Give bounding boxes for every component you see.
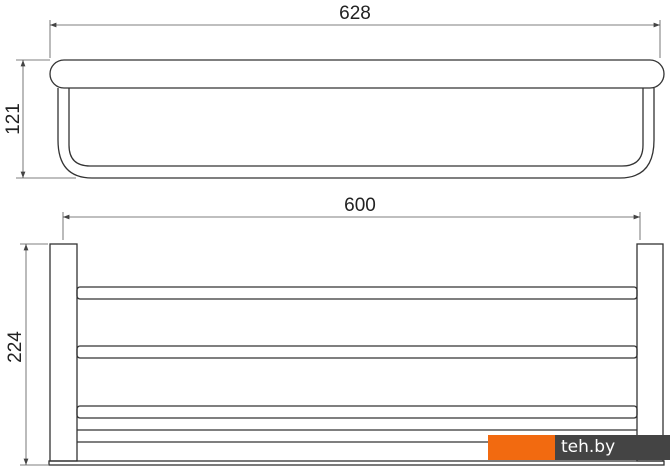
front-height-label: 224 <box>5 331 26 363</box>
left-post <box>49 243 78 462</box>
top-width-label: 628 <box>339 3 371 24</box>
right-post <box>636 243 664 462</box>
bar-1 <box>76 286 638 300</box>
front-width-label: 600 <box>344 195 376 216</box>
logo-text: teh.by <box>555 435 670 460</box>
top-height-label: 121 <box>3 103 24 135</box>
top-view: 628 121 <box>3 3 665 179</box>
bar-3 <box>76 405 638 419</box>
logo-orange-block <box>488 435 555 460</box>
towel-bar-outer <box>57 88 655 179</box>
towel-bar-inner <box>68 88 644 167</box>
front-view: 600 224 <box>5 195 665 466</box>
bar-2 <box>76 345 638 359</box>
watermark-logo: teh.by <box>488 435 670 460</box>
shelf-top <box>49 59 665 89</box>
base-plate <box>48 460 665 466</box>
